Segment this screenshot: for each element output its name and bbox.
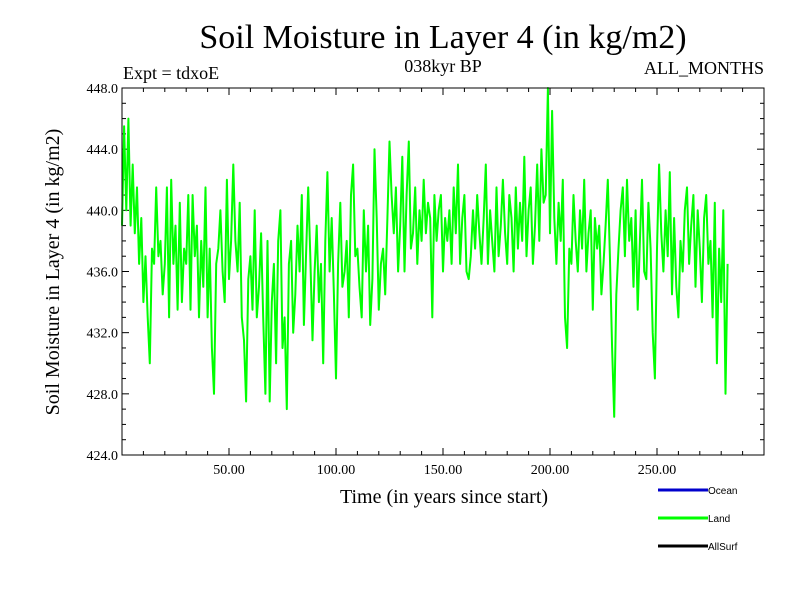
y-tick-label: 436.0	[87, 266, 119, 281]
legend-label-land: Land	[708, 514, 730, 525]
y-axis: 424.0 428.0 432.0 436.0 440.0 444.0 448.0	[87, 82, 764, 464]
months-label: ALL_MONTHS	[644, 58, 764, 78]
y-axis-label: Soil Moisture in Layer 4 (in kg/m2)	[42, 129, 64, 416]
y-tick-label: 432.0	[87, 327, 119, 342]
chart-title: Soil Moisture in Layer 4 (in kg/m2)	[199, 19, 686, 56]
x-tick-label: 250.00	[638, 463, 677, 478]
y-tick-label: 448.0	[87, 82, 119, 97]
legend-label-allsurf: AllSurf	[708, 542, 738, 553]
x-tick-label: 200.00	[531, 463, 570, 478]
y-tick-label: 428.0	[87, 388, 119, 403]
chart-subtitle: 038kyr BP	[404, 56, 482, 76]
y-tick-label: 424.0	[87, 449, 119, 464]
plot-frame	[121, 87, 765, 456]
plot-area: 424.0 428.0 432.0 436.0 440.0 444.0 448.0 50.0…	[87, 82, 765, 478]
experiment-label: Expt = tdxoE	[123, 63, 219, 83]
x-tick-label: 150.00	[424, 463, 463, 478]
y-tick-label: 440.0	[87, 204, 119, 219]
legend-label-ocean: Ocean	[708, 486, 737, 497]
x-tick-label: 50.00	[213, 463, 245, 478]
x-axis-label: Time (in years since start)	[340, 486, 548, 508]
y-tick-label: 444.0	[87, 143, 119, 158]
x-tick-label: 100.00	[317, 463, 356, 478]
x-axis: 50.00 100.00 150.00 200.00 250.00	[142, 88, 744, 478]
legend: Ocean Land AllSurf	[658, 486, 738, 553]
series-line-land	[121, 87, 729, 418]
